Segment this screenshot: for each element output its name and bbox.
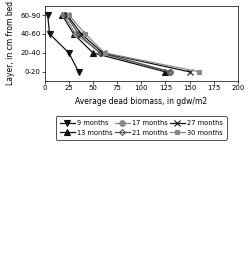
27 months (101, 51, 104, 54)
13 months (61, 14, 64, 17)
17 months (74, 32, 77, 36)
30 months (198, 70, 201, 73)
13 months (72, 32, 75, 36)
X-axis label: Average dead biomass, in gdw/m2: Average dead biomass, in gdw/m2 (75, 97, 207, 106)
9 months (68, 51, 70, 54)
27 months (188, 70, 191, 73)
21 months (98, 51, 101, 54)
13 months (92, 51, 94, 54)
30 months (84, 32, 87, 36)
Line: 13 months: 13 months (59, 12, 168, 75)
21 months (64, 14, 68, 17)
21 months (77, 32, 80, 36)
9 months (77, 70, 80, 73)
13 months (164, 70, 167, 73)
Legend: 9 months, 13 months, 17 months, 21 months, 27 months, 30 months: 9 months, 13 months, 17 months, 21 month… (56, 116, 226, 140)
Line: 9 months: 9 months (45, 12, 81, 75)
Line: 27 months: 27 months (64, 11, 193, 75)
9 months (48, 32, 51, 36)
Y-axis label: Layer, in cm from bed: Layer, in cm from bed (6, 1, 15, 86)
27 months (80, 32, 83, 36)
Line: 30 months: 30 months (67, 13, 201, 74)
9 months (46, 14, 49, 17)
Line: 17 months: 17 months (61, 12, 173, 75)
27 months (66, 14, 68, 17)
17 months (169, 70, 172, 73)
17 months (99, 51, 102, 54)
Line: 21 months: 21 months (64, 13, 172, 74)
21 months (169, 70, 172, 73)
17 months (62, 14, 66, 17)
30 months (68, 14, 70, 17)
30 months (103, 51, 106, 54)
